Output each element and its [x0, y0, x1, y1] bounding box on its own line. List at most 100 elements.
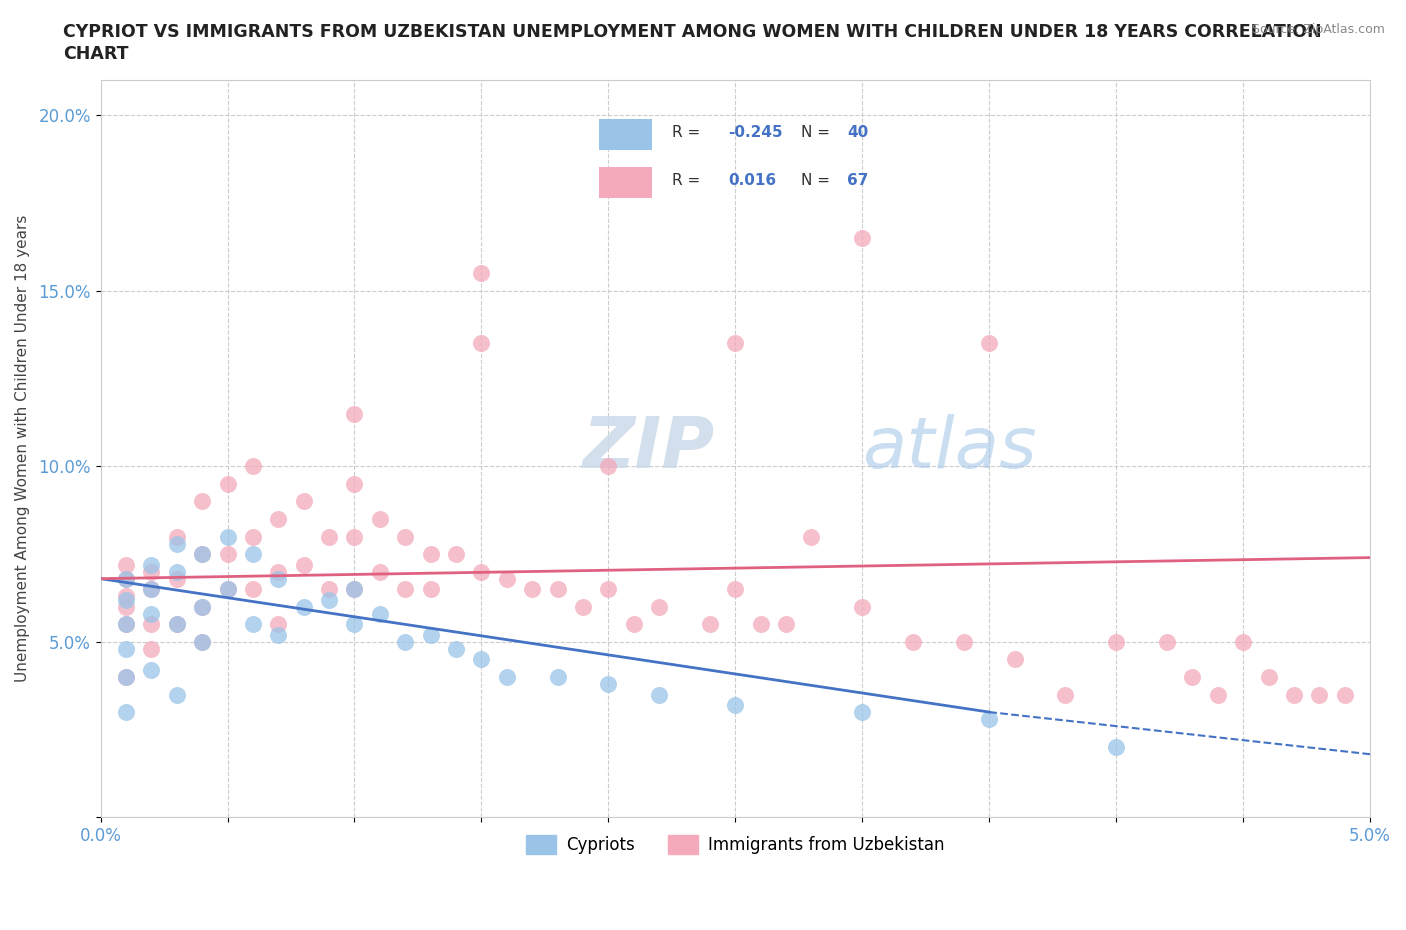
Point	[191, 547, 214, 562]
Point	[470, 336, 492, 351]
Point	[343, 476, 366, 491]
Point	[1105, 739, 1128, 754]
Point	[419, 582, 441, 597]
Point	[166, 565, 188, 579]
Point	[572, 599, 595, 614]
Point	[267, 512, 290, 526]
Point	[1206, 687, 1229, 702]
Point	[141, 582, 163, 597]
Point	[444, 547, 467, 562]
Point	[217, 529, 239, 544]
Point	[775, 617, 797, 631]
Point	[444, 642, 467, 657]
Point	[318, 582, 340, 597]
Point	[292, 599, 315, 614]
Point	[1282, 687, 1305, 702]
Point	[166, 687, 188, 702]
Point	[217, 476, 239, 491]
Point	[343, 582, 366, 597]
Point	[267, 565, 290, 579]
Point	[979, 336, 1001, 351]
Point	[1054, 687, 1077, 702]
Point	[648, 687, 671, 702]
Point	[368, 606, 391, 621]
Point	[141, 557, 163, 572]
Point	[267, 571, 290, 586]
Point	[292, 557, 315, 572]
Point	[749, 617, 772, 631]
Point	[394, 634, 416, 649]
Point	[800, 529, 823, 544]
Point	[343, 617, 366, 631]
Point	[292, 494, 315, 509]
Point	[115, 571, 138, 586]
Point	[1232, 634, 1254, 649]
Point	[115, 670, 138, 684]
Point	[191, 634, 214, 649]
Point	[191, 599, 214, 614]
Point	[115, 589, 138, 604]
Point	[217, 582, 239, 597]
Point	[470, 652, 492, 667]
Point	[115, 592, 138, 607]
Point	[495, 670, 517, 684]
Point	[242, 458, 264, 473]
Point	[368, 512, 391, 526]
Point	[318, 529, 340, 544]
Point	[217, 547, 239, 562]
Point	[242, 582, 264, 597]
Point	[547, 670, 569, 684]
Point	[141, 606, 163, 621]
Legend: Cypriots, Immigrants from Uzbekistan: Cypriots, Immigrants from Uzbekistan	[519, 828, 952, 860]
Text: CYPRIOT VS IMMIGRANTS FROM UZBEKISTAN UNEMPLOYMENT AMONG WOMEN WITH CHILDREN UND: CYPRIOT VS IMMIGRANTS FROM UZBEKISTAN UN…	[63, 23, 1322, 41]
Point	[470, 266, 492, 281]
Point	[115, 670, 138, 684]
Point	[1308, 687, 1330, 702]
Point	[242, 547, 264, 562]
Point	[166, 536, 188, 551]
Point	[141, 642, 163, 657]
Point	[1257, 670, 1279, 684]
Point	[318, 592, 340, 607]
Point	[115, 599, 138, 614]
Text: CHART: CHART	[63, 45, 129, 62]
Point	[547, 582, 569, 597]
Point	[724, 698, 747, 712]
Point	[166, 529, 188, 544]
Point	[699, 617, 721, 631]
Point	[851, 705, 873, 720]
Point	[141, 617, 163, 631]
Point	[598, 676, 620, 691]
Point	[191, 599, 214, 614]
Point	[115, 557, 138, 572]
Text: ZIP: ZIP	[583, 414, 716, 484]
Point	[979, 711, 1001, 726]
Point	[623, 617, 645, 631]
Point	[115, 571, 138, 586]
Point	[1156, 634, 1178, 649]
Point	[217, 582, 239, 597]
Point	[115, 705, 138, 720]
Point	[141, 565, 163, 579]
Point	[419, 547, 441, 562]
Y-axis label: Unemployment Among Women with Children Under 18 years: Unemployment Among Women with Children U…	[15, 215, 30, 683]
Point	[242, 529, 264, 544]
Point	[343, 406, 366, 421]
Point	[166, 617, 188, 631]
Point	[522, 582, 544, 597]
Text: Source: ZipAtlas.com: Source: ZipAtlas.com	[1251, 23, 1385, 36]
Point	[191, 494, 214, 509]
Point	[953, 634, 976, 649]
Point	[724, 336, 747, 351]
Point	[115, 642, 138, 657]
Point	[368, 565, 391, 579]
Point	[901, 634, 924, 649]
Point	[394, 529, 416, 544]
Text: atlas: atlas	[862, 414, 1036, 484]
Point	[1004, 652, 1026, 667]
Point	[724, 582, 747, 597]
Point	[267, 617, 290, 631]
Point	[598, 582, 620, 597]
Point	[166, 571, 188, 586]
Point	[470, 565, 492, 579]
